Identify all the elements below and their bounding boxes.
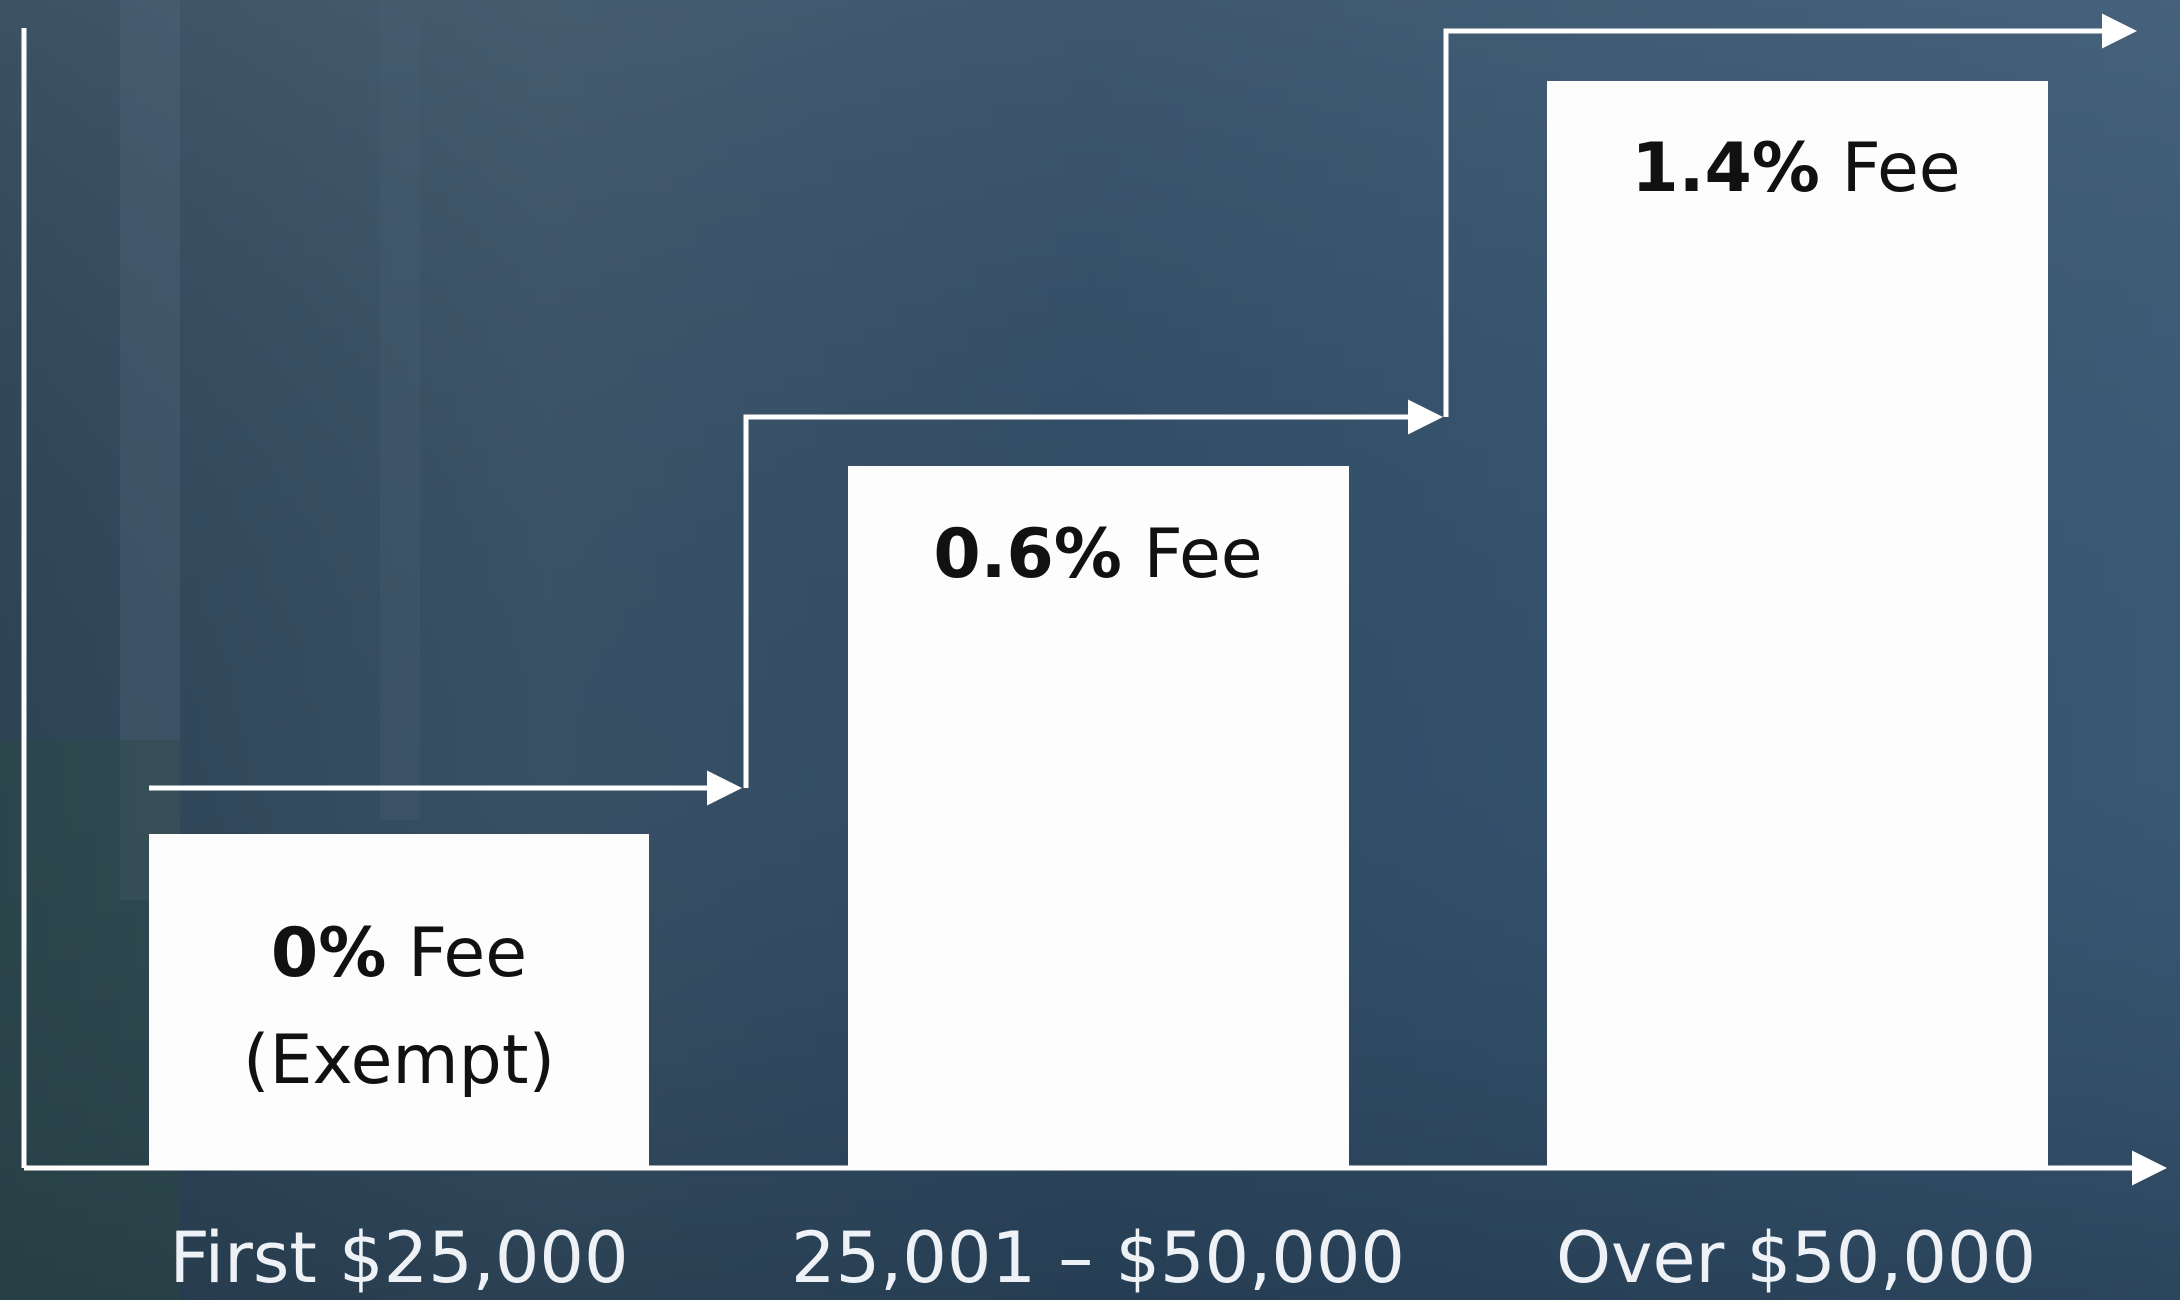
fee-rate: 0.6% bbox=[933, 515, 1122, 594]
fee-label: 0% Fee bbox=[271, 914, 527, 993]
fee-word: Fee bbox=[1842, 129, 1961, 208]
fee-diagram: 0% Fee (Exempt) 0.6% Fee 1.4% Fee First … bbox=[0, 0, 2180, 1300]
page: 0% Fee (Exempt) 0.6% Fee 1.4% Fee First … bbox=[0, 0, 2180, 1300]
fee-rate: 0% bbox=[271, 914, 386, 993]
fee-label: 0.6% Fee bbox=[933, 515, 1262, 594]
range-label: Over $50,000 bbox=[1556, 1217, 2036, 1299]
range-label: 25,001 – $50,000 bbox=[791, 1217, 1405, 1299]
range-label: First $25,000 bbox=[169, 1217, 628, 1299]
fee-word: Fee bbox=[408, 914, 527, 993]
fee-label: 1.4% Fee bbox=[1631, 129, 1960, 208]
fee-word: Fee bbox=[1144, 515, 1263, 594]
bar bbox=[149, 834, 649, 1168]
fee-note: (Exempt) bbox=[243, 1021, 555, 1100]
bar bbox=[1547, 81, 2048, 1168]
fee-rate: 1.4% bbox=[1631, 129, 1820, 208]
tree bbox=[380, 0, 420, 820]
